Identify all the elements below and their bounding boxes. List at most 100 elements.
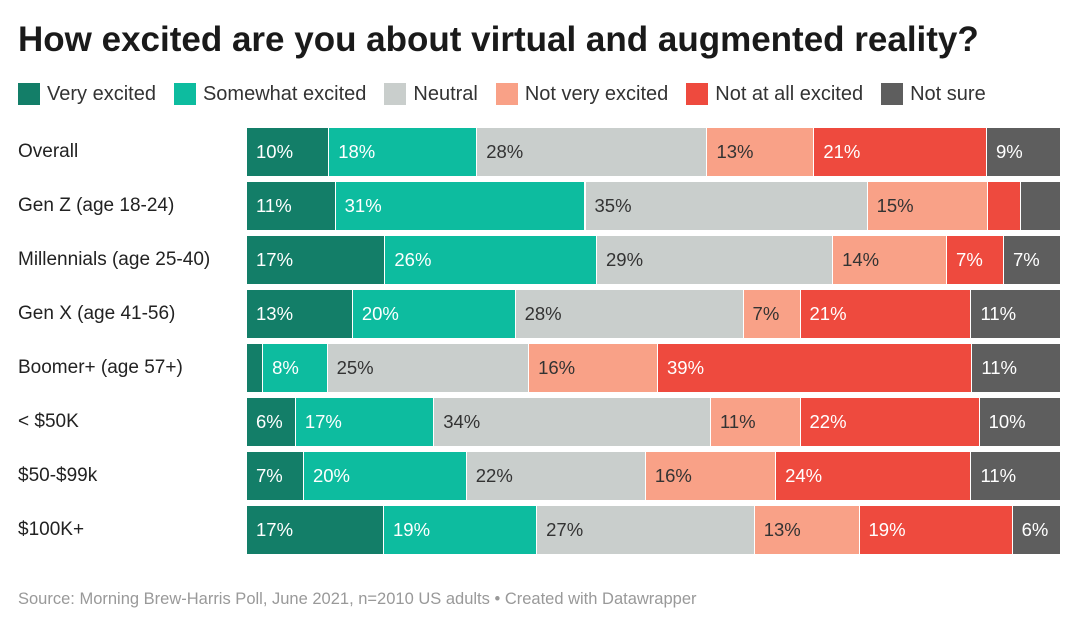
data-label: 17% xyxy=(256,249,294,270)
data-label: 7% xyxy=(752,303,780,324)
bar-segment-not-sure xyxy=(971,452,1061,500)
category-label: Boomer+ (age 57+) xyxy=(18,357,183,378)
data-label: 11% xyxy=(980,465,1017,486)
bar-segment-not-sure xyxy=(972,344,1061,392)
bar-segment-somewhat-excited xyxy=(263,344,328,392)
bar-segment-very-excited xyxy=(247,290,353,338)
bar-segment-very-excited xyxy=(247,398,296,446)
category-label: < $50K xyxy=(18,411,79,432)
data-label: 13% xyxy=(256,303,294,324)
data-label: 6% xyxy=(1021,519,1049,540)
chart-legend: Very excited Somewhat excited Neutral Not v… xyxy=(18,81,1004,107)
bar-segment-not-sure xyxy=(987,128,1061,176)
legend-swatch xyxy=(18,83,40,105)
data-label: 14% xyxy=(842,249,880,270)
bar-segment-neutral xyxy=(477,128,708,176)
data-label: 19% xyxy=(393,519,431,540)
data-label: 7% xyxy=(1013,249,1040,270)
bar-segment-very-excited xyxy=(247,182,336,230)
data-label: 22% xyxy=(475,465,513,486)
bar-segment-not-very-excited xyxy=(754,506,860,554)
bar-segment-not-sure xyxy=(979,398,1061,446)
bar-segment-not-very-excited xyxy=(710,398,801,446)
data-label: 20% xyxy=(312,465,350,486)
bar-segment-not-sure xyxy=(1020,182,1061,230)
bar-segment-very-excited xyxy=(247,128,330,176)
bar-segment-not-at-all-excited xyxy=(947,236,1004,284)
bar-segment-neutral xyxy=(327,344,530,392)
bar-segment-neutral xyxy=(466,452,646,500)
data-label: 18% xyxy=(338,141,376,162)
data-label: 20% xyxy=(361,303,399,324)
bar-segment-neutral xyxy=(537,506,755,554)
bar-segment-not-sure xyxy=(1004,236,1061,284)
bar-segment-somewhat-excited xyxy=(385,236,597,284)
legend-label: Not sure xyxy=(910,82,986,105)
data-label: 9% xyxy=(996,141,1023,162)
data-label: 21% xyxy=(823,141,861,162)
data-label: 6% xyxy=(256,411,283,432)
bar-segment-not-at-all-excited xyxy=(800,290,972,338)
category-label: Overall xyxy=(18,141,79,162)
data-label: 7% xyxy=(956,249,983,270)
bar-segment-neutral xyxy=(434,398,711,446)
bar-segment-not-very-excited xyxy=(867,182,989,230)
bar-segment-somewhat-excited xyxy=(303,452,467,500)
legend-item-not-very-excited: Not very excited xyxy=(495,82,669,106)
bar-segment-not-very-excited xyxy=(743,290,801,338)
bar-segment-somewhat-excited xyxy=(295,398,435,446)
bar-segment-not-sure xyxy=(971,290,1061,338)
data-label: 34% xyxy=(443,411,481,432)
legend-item-neutral: Neutral xyxy=(384,83,478,106)
data-label: 7% xyxy=(256,465,283,486)
legend-item-somewhat-excited: Somewhat excited xyxy=(173,82,367,106)
legend-swatch xyxy=(686,83,709,105)
data-label: 10% xyxy=(988,411,1026,432)
data-label: 31% xyxy=(344,195,382,216)
bar-segment-not-sure xyxy=(1012,506,1061,554)
bar-segment-very-excited xyxy=(247,452,304,500)
data-label: 27% xyxy=(546,519,584,540)
bar-segment-very-excited xyxy=(247,506,384,554)
bar-segment-very-excited xyxy=(247,236,386,284)
data-label: 16% xyxy=(654,465,692,486)
legend-label: Somewhat excited xyxy=(202,82,367,105)
bar-segment-not-at-all-excited xyxy=(658,344,973,392)
legend-label: Not very excited xyxy=(524,82,669,105)
bar-segment-not-very-excited xyxy=(707,128,815,176)
data-label: 28% xyxy=(486,141,524,162)
data-label: 25% xyxy=(336,357,374,378)
legend-item-very-excited: Very excited xyxy=(18,83,156,106)
bar-segment-not-very-excited xyxy=(645,452,777,500)
bar-segment-not-at-all-excited xyxy=(800,398,980,446)
legend-label: Not at all excited xyxy=(715,82,864,105)
data-label: 11% xyxy=(980,303,1017,324)
bar-segment-not-at-all-excited xyxy=(776,452,972,500)
data-label: 17% xyxy=(304,411,342,432)
data-label: 11% xyxy=(981,357,1017,378)
bar-segment-not-at-all-excited xyxy=(988,182,1021,230)
bar-segment-somewhat-excited xyxy=(329,128,478,176)
data-label: 13% xyxy=(716,141,754,162)
bar-segment-somewhat-excited xyxy=(352,290,516,338)
data-label: 26% xyxy=(394,249,432,270)
data-label: 17% xyxy=(256,519,294,540)
bar-segment-somewhat-excited xyxy=(335,182,586,230)
data-label: 11% xyxy=(719,411,756,432)
category-label: $100K+ xyxy=(18,519,85,540)
data-label: 29% xyxy=(606,249,644,270)
data-label: 8% xyxy=(272,357,299,378)
legend-swatch xyxy=(495,83,518,105)
bar-segment-not-very-excited xyxy=(529,344,659,392)
data-label: 19% xyxy=(868,519,906,540)
legend-swatch xyxy=(173,83,196,105)
data-label: 11% xyxy=(256,195,292,216)
data-label: 10% xyxy=(256,141,294,162)
bar-segment-not-at-all-excited xyxy=(859,506,1013,554)
bar-segment-somewhat-excited xyxy=(384,506,538,554)
bar-segment-not-at-all-excited xyxy=(814,128,987,176)
category-label: Gen Z (age 18-24) xyxy=(18,195,175,216)
legend-swatch xyxy=(881,83,904,105)
category-label: Gen X (age 41-56) xyxy=(18,303,176,324)
bar-segment-very-excited xyxy=(247,344,264,392)
